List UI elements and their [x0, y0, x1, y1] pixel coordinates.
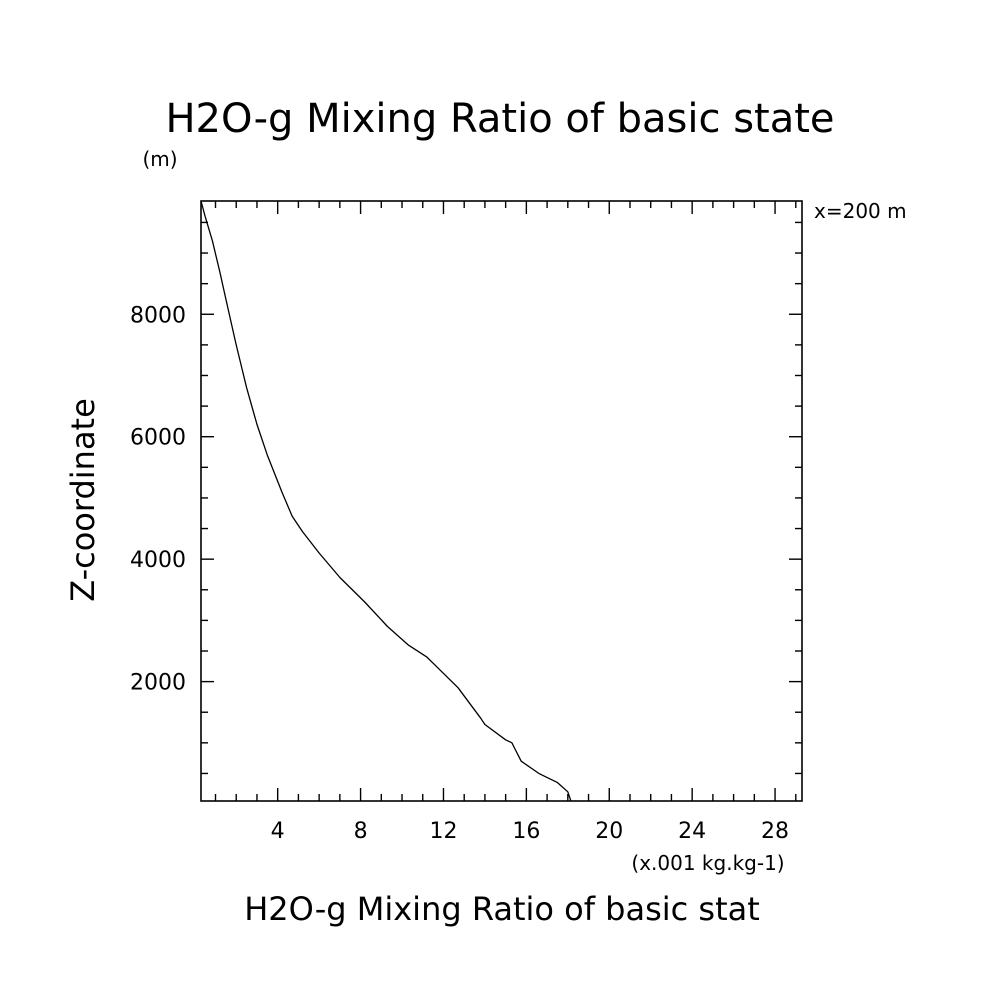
plot-frame [200, 200, 803, 802]
y-axis-unit: (m) [142, 147, 177, 171]
y-tick-label: 2000 [130, 671, 186, 696]
x-axis-label: H2O-g Mixing Ratio of basic stat [244, 890, 760, 928]
y-tick-label: 6000 [130, 426, 186, 451]
x-tick-label: 28 [761, 819, 789, 844]
series-group [200, 200, 572, 802]
y-tick-label: 8000 [130, 303, 186, 328]
y-tick-label: 4000 [130, 548, 186, 573]
x-axis-unit: (x.001 kg.kg-1) [631, 851, 784, 875]
series-line [200, 200, 572, 802]
x-tick-label: 8 [354, 819, 368, 844]
axis-ticks: 4 8 12 16 20 24 28 2000 4000 6000 8000 [130, 201, 802, 844]
x-tick-label: 12 [429, 819, 457, 844]
x-tick-label: 4 [271, 819, 285, 844]
x-tick-label: 20 [595, 819, 623, 844]
y-axis-label: Z-coordinate [64, 398, 102, 602]
x-position-annotation: x=200 m [814, 199, 907, 223]
x-tick-label: 16 [512, 819, 540, 844]
chart-title: H2O-g Mixing Ratio of basic state [165, 96, 834, 142]
x-tick-label: 24 [678, 819, 706, 844]
